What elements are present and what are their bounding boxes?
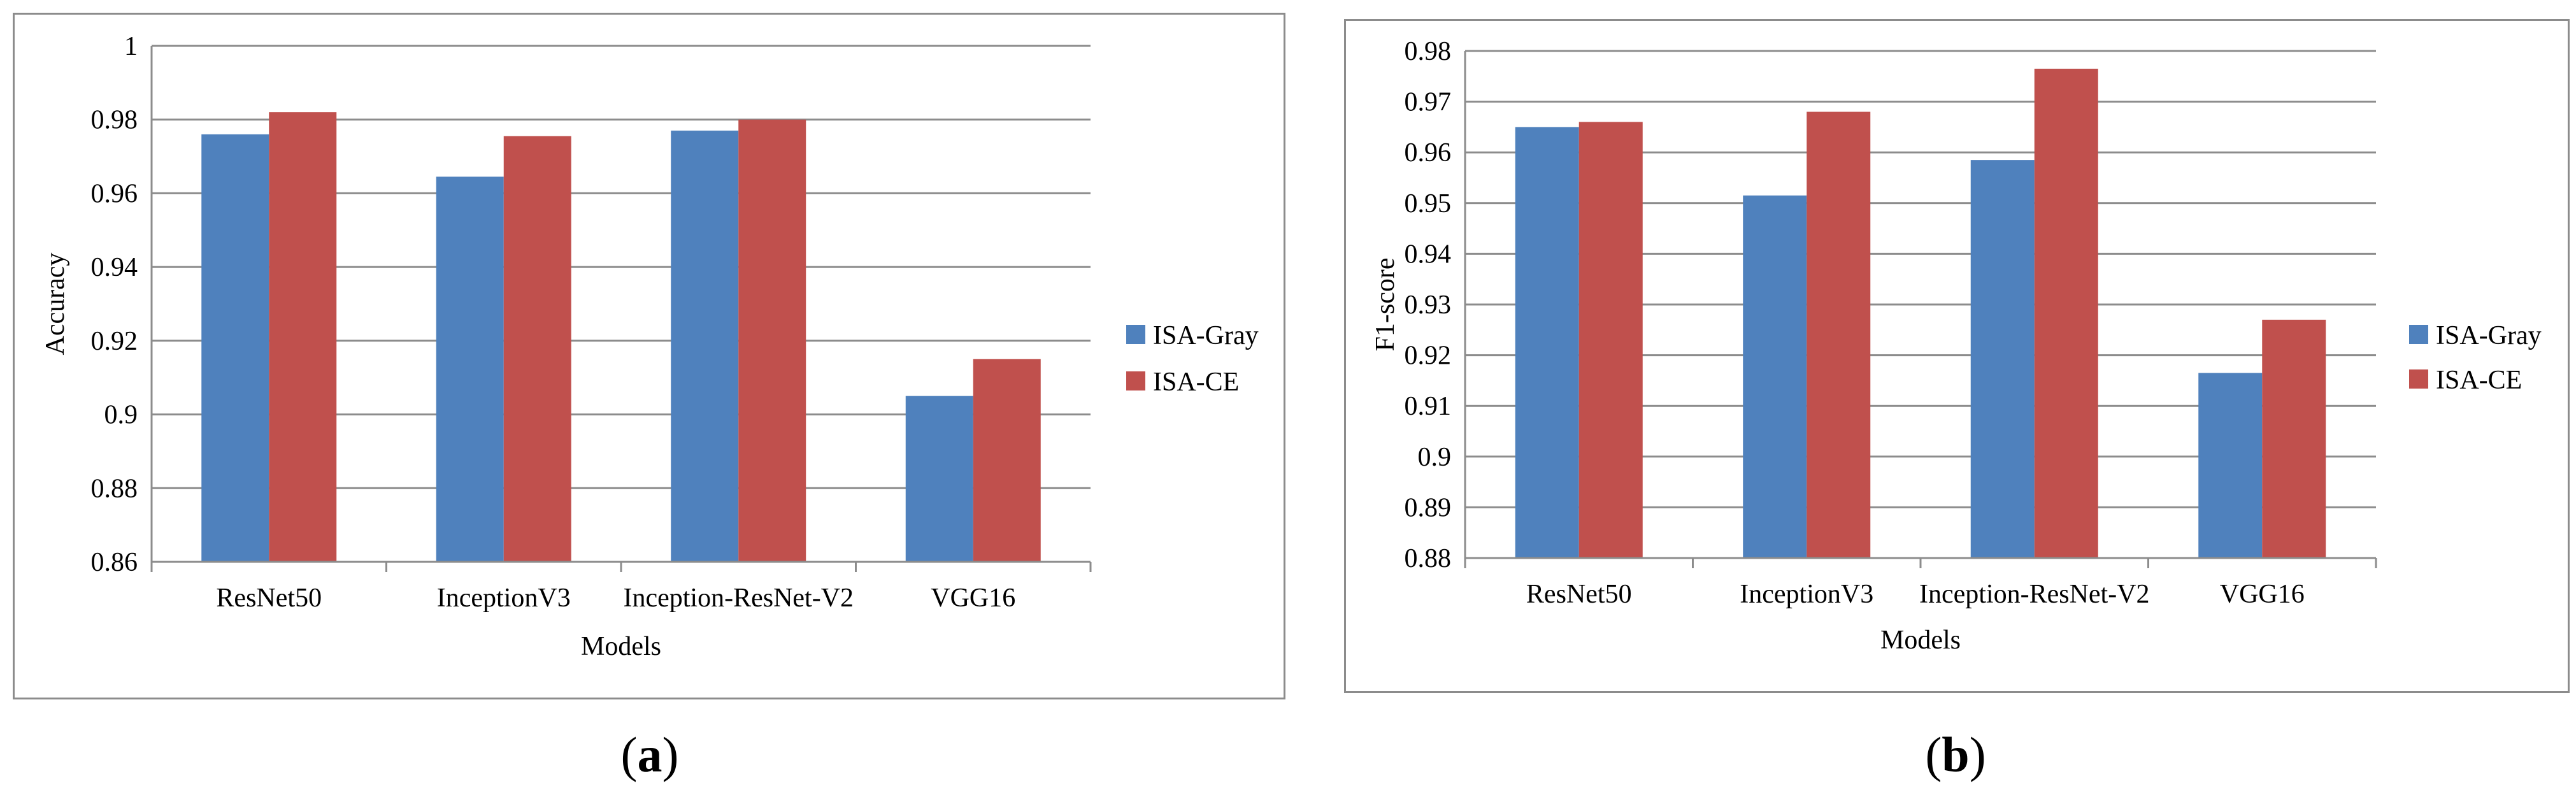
y-tick-label: 0.88 xyxy=(1405,544,1452,573)
legend-label: ISA-CE xyxy=(2436,366,2522,395)
bar-isa-ce xyxy=(738,119,806,562)
panel-label-open: ( xyxy=(620,727,638,782)
y-tick-label: 0.97 xyxy=(1405,88,1452,117)
bar-isa-ce xyxy=(1807,111,1871,558)
y-tick-label: 0.94 xyxy=(1405,240,1452,269)
x-tick-label: Inception-ResNet-V2 xyxy=(1919,580,2150,609)
legend-swatch xyxy=(2409,369,2428,389)
legend-swatch xyxy=(2409,325,2428,344)
y-axis-title: Accuracy xyxy=(41,253,70,355)
y-tick-label: 0.93 xyxy=(1405,290,1452,320)
f1-score-chart: 0.88 0.89 0.9 0.91 0.92 0.93 0.94 0.95 0.96 0.97 0… xyxy=(1371,37,2542,655)
bar-isa-ce xyxy=(1578,122,1643,558)
panel-label-close: ) xyxy=(662,727,679,782)
y-tick-label: 0.95 xyxy=(1405,189,1452,218)
panel-label-letter: a xyxy=(637,727,662,782)
legend-swatch xyxy=(1126,325,1145,344)
bar-isa-gray xyxy=(1515,127,1579,558)
panel-label-letter: b xyxy=(1942,727,1970,782)
x-axis-title: Models xyxy=(1880,626,1961,655)
y-tick-label: 0.96 xyxy=(1405,138,1452,168)
accuracy-chart: 0.86 0.88 0.9 0.92 0.94 0.96 0.98 1 ResNet50 Ince… xyxy=(41,32,1259,661)
panel-label-open: ( xyxy=(1925,727,1942,782)
y-tick-label: 1 xyxy=(124,32,138,61)
bar-isa-ce xyxy=(2262,319,2326,558)
x-tick-label: Inception-ResNet-V2 xyxy=(623,584,854,613)
bar-isa-ce xyxy=(269,112,337,562)
bar-isa-gray xyxy=(905,396,973,562)
legend-swatch xyxy=(1126,371,1145,390)
bar-isa-ce xyxy=(503,136,571,562)
x-tick-label: VGG16 xyxy=(931,584,1015,613)
legend-label: ISA-Gray xyxy=(1153,321,1259,350)
bar-isa-gray xyxy=(1743,195,1807,558)
y-tick-label: 0.92 xyxy=(1405,341,1452,371)
x-tick-label: InceptionV3 xyxy=(437,584,571,613)
x-axis-title: Models xyxy=(581,632,661,661)
bar-isa-ce xyxy=(2034,68,2098,559)
y-tick-label: 0.98 xyxy=(91,106,138,135)
legend-label: ISA-Gray xyxy=(2436,321,2542,350)
bar-isa-gray xyxy=(671,131,739,562)
y-tick-label: 0.88 xyxy=(91,474,138,503)
y-tick-label: 0.91 xyxy=(1405,392,1452,421)
panel-label-b: (b) xyxy=(1860,726,2051,784)
x-tick-label: VGG16 xyxy=(2220,580,2305,609)
panel-label-a: (a) xyxy=(554,726,745,784)
x-tick-label: ResNet50 xyxy=(1526,580,1632,609)
y-tick-label: 0.96 xyxy=(91,179,138,208)
y-tick-label: 0.94 xyxy=(91,253,138,282)
y-tick-label: 0.89 xyxy=(1405,493,1452,522)
bar-isa-ce xyxy=(973,359,1041,562)
y-tick-label: 0.9 xyxy=(1418,443,1452,472)
x-tick-label: ResNet50 xyxy=(216,584,322,613)
y-axis-title: F1-score xyxy=(1371,258,1400,352)
y-tick-label: 0.9 xyxy=(104,401,138,430)
y-tick-label: 0.92 xyxy=(91,327,138,356)
y-tick-label: 0.98 xyxy=(1405,37,1452,66)
x-tick-label: InceptionV3 xyxy=(1740,580,1873,609)
y-tick-label: 0.86 xyxy=(91,548,138,577)
legend-label: ISA-CE xyxy=(1153,368,1239,397)
bar-isa-gray xyxy=(436,176,504,562)
bar-isa-gray xyxy=(201,134,269,562)
panel-label-close: ) xyxy=(1969,727,1986,782)
bar-isa-gray xyxy=(2198,373,2263,558)
bar-isa-gray xyxy=(1970,160,2035,558)
